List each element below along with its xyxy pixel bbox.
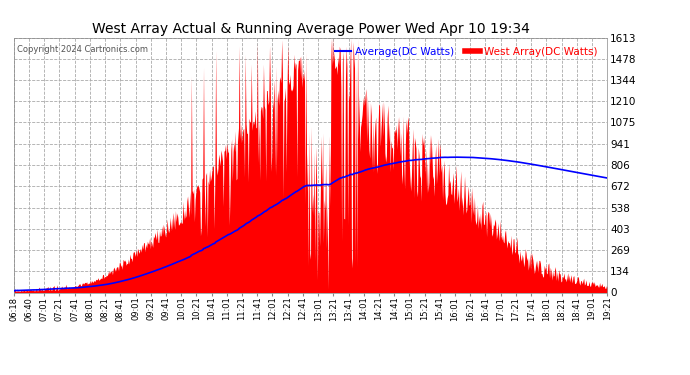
Text: Copyright 2024 Cartronics.com: Copyright 2024 Cartronics.com [17, 45, 148, 54]
Legend: Average(DC Watts), West Array(DC Watts): Average(DC Watts), West Array(DC Watts) [331, 43, 602, 61]
Title: West Array Actual & Running Average Power Wed Apr 10 19:34: West Array Actual & Running Average Powe… [92, 22, 529, 36]
